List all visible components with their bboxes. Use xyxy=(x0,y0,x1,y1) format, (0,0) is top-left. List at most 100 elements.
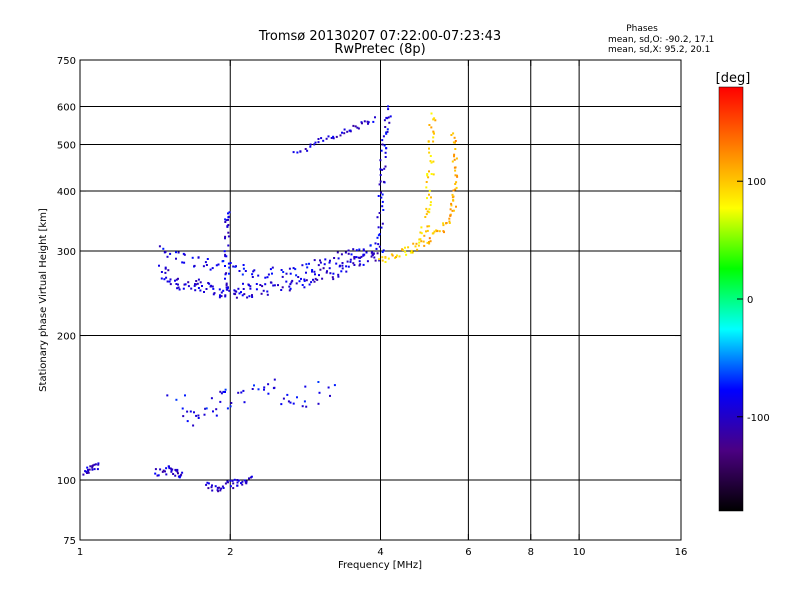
colorbar-tick-label: 0 xyxy=(747,295,753,306)
data-point xyxy=(325,137,328,140)
data-point xyxy=(353,264,356,266)
data-point xyxy=(204,261,207,264)
data-point xyxy=(376,216,379,219)
data-point xyxy=(377,195,380,197)
data-point xyxy=(224,265,226,267)
data-point xyxy=(242,267,245,270)
data-point xyxy=(417,244,420,247)
data-point xyxy=(314,141,317,144)
data-point xyxy=(233,289,236,292)
data-point xyxy=(280,289,283,291)
data-point xyxy=(251,276,254,278)
data-point xyxy=(339,134,342,137)
data-point xyxy=(232,482,235,485)
data-point xyxy=(398,255,401,258)
data-point xyxy=(207,487,210,490)
data-point xyxy=(381,139,384,142)
data-point xyxy=(347,252,350,255)
data-point xyxy=(248,284,250,287)
data-point xyxy=(253,384,255,387)
data-point xyxy=(349,129,352,132)
data-point xyxy=(359,263,362,266)
data-point xyxy=(381,251,384,253)
data-point xyxy=(353,256,356,259)
data-point xyxy=(346,130,349,133)
data-point xyxy=(306,266,309,269)
data-point xyxy=(313,143,316,146)
data-point xyxy=(378,212,381,214)
data-point xyxy=(301,284,304,286)
data-point xyxy=(385,132,388,135)
data-point xyxy=(343,128,346,131)
data-point xyxy=(323,263,326,266)
data-point xyxy=(347,249,350,252)
data-point xyxy=(426,225,429,228)
data-point xyxy=(318,391,321,394)
data-point xyxy=(414,245,417,248)
data-point xyxy=(232,487,235,490)
data-point xyxy=(352,248,355,251)
data-point xyxy=(166,280,169,283)
data-point xyxy=(86,472,88,474)
data-point xyxy=(240,391,243,394)
data-point xyxy=(305,279,308,282)
data-point xyxy=(224,391,226,393)
stats-line-o: mean, sd,O: -90.2, 17.1 xyxy=(608,35,714,45)
data-point xyxy=(193,411,195,414)
data-point xyxy=(174,468,177,471)
data-point xyxy=(317,264,320,267)
data-point xyxy=(211,267,214,270)
data-point xyxy=(287,400,290,403)
data-point xyxy=(381,205,384,208)
data-point xyxy=(273,386,276,389)
data-point xyxy=(166,394,169,397)
chart-title: Tromsø 20130207 07:22:00-07:23:43 xyxy=(258,29,501,44)
data-point xyxy=(337,275,340,278)
x-tick-label: 10 xyxy=(573,547,586,558)
data-point xyxy=(211,285,214,288)
data-point xyxy=(454,188,457,191)
data-point xyxy=(375,247,378,250)
data-point xyxy=(176,468,179,471)
data-point xyxy=(379,180,382,183)
data-point xyxy=(175,398,178,401)
data-point xyxy=(299,150,302,153)
data-point xyxy=(340,253,343,256)
data-point xyxy=(343,132,346,135)
data-point xyxy=(428,124,431,126)
data-point xyxy=(226,225,229,228)
data-point xyxy=(236,481,239,484)
data-point xyxy=(230,402,233,404)
data-point xyxy=(197,256,200,259)
data-point xyxy=(229,405,232,408)
data-point xyxy=(93,468,96,471)
data-point xyxy=(317,402,320,405)
data-point xyxy=(82,473,85,476)
data-point xyxy=(187,281,190,284)
data-point xyxy=(218,296,221,299)
data-point xyxy=(190,287,193,290)
data-point xyxy=(243,401,246,404)
data-point xyxy=(227,218,229,221)
data-point xyxy=(319,259,321,262)
data-point xyxy=(377,243,380,246)
colorbar-ticks: 100 0 -100 xyxy=(737,177,770,424)
data-point xyxy=(372,120,375,123)
data-point xyxy=(337,273,340,276)
data-point xyxy=(305,271,307,274)
data-point xyxy=(304,148,307,150)
data-point xyxy=(317,141,320,144)
data-point xyxy=(219,294,222,297)
data-point xyxy=(295,274,298,277)
data-point xyxy=(310,281,313,284)
data-point xyxy=(370,255,373,258)
data-point xyxy=(224,482,227,485)
data-point xyxy=(94,463,97,466)
data-point xyxy=(434,119,437,122)
data-point xyxy=(93,463,96,466)
data-point xyxy=(202,265,205,268)
data-point xyxy=(169,252,172,255)
data-point xyxy=(89,465,92,468)
data-point xyxy=(425,230,427,233)
data-point xyxy=(242,264,245,266)
